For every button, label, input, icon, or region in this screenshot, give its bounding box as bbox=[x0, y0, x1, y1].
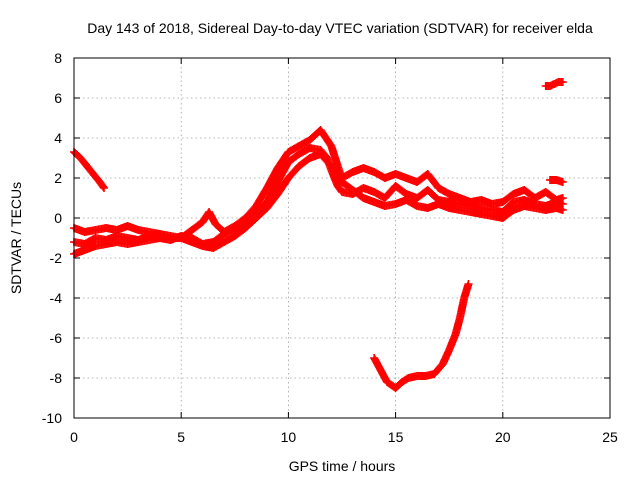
x-tick-label: 5 bbox=[177, 429, 185, 445]
y-tick-label: 0 bbox=[54, 210, 62, 226]
series-late-upper bbox=[541, 78, 567, 90]
series-band-a bbox=[70, 126, 567, 242]
y-tick-label: -8 bbox=[50, 370, 63, 386]
y-tick-label: -6 bbox=[50, 330, 63, 346]
chart-title: Day 143 of 2018, Sidereal Day-to-day VTE… bbox=[87, 20, 593, 36]
series-late-mid bbox=[545, 176, 567, 186]
data-points-layer bbox=[70, 78, 567, 392]
series-band-c bbox=[70, 150, 567, 258]
data-point bbox=[558, 178, 567, 186]
y-tick-label: 2 bbox=[54, 170, 62, 186]
plot-frame bbox=[73, 57, 611, 419]
x-tick-label: 15 bbox=[388, 429, 404, 445]
y-tick-label: 8 bbox=[54, 50, 62, 66]
y-axis-label: SDTVAR / TECUs bbox=[8, 182, 24, 294]
data-point bbox=[558, 206, 567, 214]
data-point bbox=[558, 78, 567, 86]
y-tick-label: 6 bbox=[54, 90, 62, 106]
data-point bbox=[464, 280, 473, 288]
y-tick-label: -2 bbox=[50, 250, 63, 266]
y-tick-label: 4 bbox=[54, 130, 62, 146]
series-dip bbox=[370, 280, 473, 392]
data-point bbox=[100, 184, 109, 192]
data-point bbox=[99, 182, 108, 191]
y-tick-label: -10 bbox=[42, 410, 62, 426]
series-early-descending bbox=[70, 148, 109, 192]
x-tick-label: 10 bbox=[281, 429, 297, 445]
x-axis-label: GPS time / hours bbox=[289, 458, 396, 474]
grid-layer bbox=[74, 58, 610, 418]
x-tick-label: 25 bbox=[602, 429, 618, 445]
x-tick-label: 0 bbox=[70, 429, 78, 445]
x-tick-label: 20 bbox=[495, 429, 511, 445]
y-tick-label: -4 bbox=[50, 290, 63, 306]
